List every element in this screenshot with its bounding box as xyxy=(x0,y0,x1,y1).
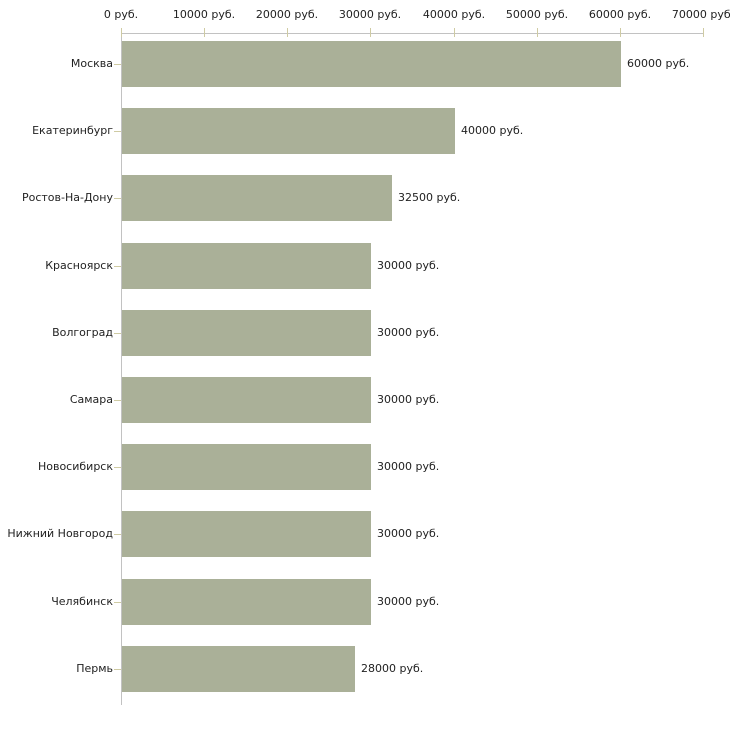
category-label: Красноярск xyxy=(45,259,113,272)
x-axis-line xyxy=(121,33,703,34)
value-label: 30000 руб. xyxy=(377,595,440,608)
x-tick-label: 30000 руб. xyxy=(338,8,402,21)
category-label: Челябинск xyxy=(51,595,113,608)
bar xyxy=(122,243,371,289)
value-label: 30000 руб. xyxy=(377,393,440,406)
value-label: 30000 руб. xyxy=(377,259,440,272)
category-label: Пермь xyxy=(76,662,113,675)
y-tick-mark xyxy=(114,333,121,334)
y-tick-mark xyxy=(114,400,121,401)
category-label: Нижний Новгород xyxy=(7,527,113,540)
value-label: 30000 руб. xyxy=(377,460,440,473)
y-tick-mark xyxy=(114,131,121,132)
x-tick-mark xyxy=(204,28,205,37)
y-tick-mark xyxy=(114,602,121,603)
x-tick-label: 0 руб. xyxy=(103,8,139,21)
value-label: 32500 руб. xyxy=(398,191,461,204)
value-label: 60000 руб. xyxy=(627,57,690,70)
y-tick-mark xyxy=(114,64,121,65)
x-tick-mark xyxy=(703,28,704,37)
x-tick-label: 20000 руб. xyxy=(255,8,319,21)
category-label: Москва xyxy=(70,57,113,70)
y-axis-line xyxy=(121,33,122,705)
category-label: Самара xyxy=(69,393,113,406)
x-tick-mark xyxy=(287,28,288,37)
x-tick-mark xyxy=(121,28,122,37)
bar xyxy=(122,41,621,87)
x-tick-mark xyxy=(620,28,621,37)
y-tick-mark xyxy=(114,198,121,199)
x-tick-mark xyxy=(537,28,538,37)
x-tick-label: 10000 руб. xyxy=(172,8,236,21)
value-label: 30000 руб. xyxy=(377,527,440,540)
x-tick-label: 40000 руб. xyxy=(422,8,486,21)
category-label: Новосибирск xyxy=(37,460,113,473)
bar xyxy=(122,310,371,356)
category-label: Волгоград xyxy=(52,326,113,339)
x-tick-mark xyxy=(370,28,371,37)
y-tick-mark xyxy=(114,467,121,468)
value-label: 28000 руб. xyxy=(361,662,424,675)
y-tick-mark xyxy=(114,534,121,535)
bar xyxy=(122,511,371,557)
y-tick-mark xyxy=(114,669,121,670)
x-tick-label: 60000 руб. xyxy=(588,8,652,21)
bar xyxy=(122,579,371,625)
category-label: Ростов-На-Дону xyxy=(21,191,113,204)
value-label: 40000 руб. xyxy=(461,124,524,137)
bar xyxy=(122,444,371,490)
y-tick-mark xyxy=(114,266,121,267)
bar xyxy=(122,108,455,154)
x-tick-label: 70000 руб. xyxy=(671,8,730,21)
bar xyxy=(122,646,355,692)
value-label: 30000 руб. xyxy=(377,326,440,339)
bar xyxy=(122,377,371,423)
x-tick-label: 50000 руб. xyxy=(505,8,569,21)
bar xyxy=(122,175,392,221)
x-tick-mark xyxy=(454,28,455,37)
category-label: Екатеринбург xyxy=(32,124,113,137)
